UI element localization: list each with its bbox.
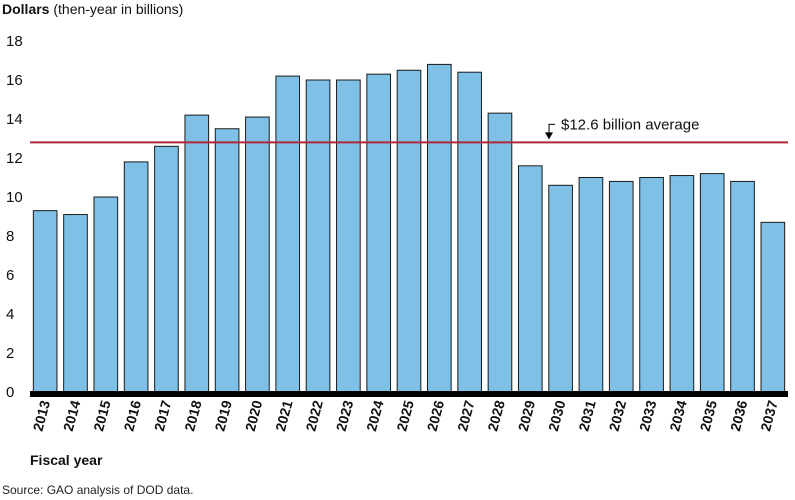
x-axis-title: Fiscal year — [30, 452, 103, 468]
x-axis-line — [30, 391, 788, 397]
x-tick-label: 2021 — [272, 398, 296, 432]
x-tick-label: 2014 — [60, 398, 84, 432]
bar — [669, 175, 695, 393]
bar — [305, 79, 331, 393]
bar — [487, 112, 513, 393]
x-tick-label: 2036 — [727, 398, 751, 432]
bar — [730, 180, 755, 393]
y-tick-label: 2 — [6, 345, 14, 362]
x-tick-label: 2031 — [575, 398, 599, 432]
bar — [366, 73, 392, 393]
bar — [336, 79, 361, 393]
x-tick-label: 2030 — [545, 398, 569, 432]
y-tick-label: 16 — [6, 72, 23, 89]
x-tick-label: 2027 — [454, 398, 478, 432]
bar — [699, 173, 725, 393]
x-tick-label: 2022 — [302, 398, 326, 432]
x-tick-label: 2017 — [151, 398, 175, 432]
bar — [517, 165, 543, 393]
y-tick-label: 12 — [6, 150, 23, 167]
bar — [154, 145, 179, 393]
bar — [123, 161, 149, 393]
x-tick-label: 2025 — [393, 398, 417, 432]
y-tick-label: 8 — [6, 228, 14, 245]
x-tick-label: 2026 — [424, 398, 448, 432]
x-tick-label: 2028 — [484, 398, 508, 432]
y-tick-label: 10 — [6, 189, 23, 206]
x-tick-label: 2023 — [333, 398, 357, 432]
y-axis-title: Dollars (then-year in billions) — [2, 1, 183, 17]
average-annotation-leader — [548, 123, 555, 133]
y-tick-label: 14 — [6, 111, 23, 128]
average-arrow-icon — [545, 132, 553, 140]
bar — [578, 177, 604, 393]
x-tick-label: 2029 — [515, 398, 539, 432]
bar — [457, 71, 482, 393]
source-note: Source: GAO analysis of DOD data. — [2, 483, 194, 497]
x-tick-label: 2019 — [211, 398, 235, 432]
x-tick-label: 2016 — [120, 398, 144, 432]
x-tick-label: 2015 — [90, 398, 114, 432]
x-tick-label: 2013 — [30, 398, 54, 432]
bar — [32, 210, 58, 393]
bar — [548, 184, 573, 393]
bar — [760, 221, 786, 393]
bar — [427, 63, 452, 393]
x-tick-label: 2018 — [181, 398, 205, 432]
x-tick-label: 2020 — [242, 398, 266, 432]
y-tick-label: 4 — [6, 306, 14, 323]
y-tick-label: 0 — [6, 384, 14, 401]
bar — [214, 128, 240, 393]
x-tick-label: 2035 — [697, 398, 721, 432]
bar — [93, 196, 119, 393]
bar — [245, 116, 270, 393]
x-tick-label: 2034 — [666, 398, 690, 432]
y-tick-label: 18 — [6, 33, 23, 50]
bar — [63, 214, 88, 393]
bar — [396, 69, 422, 393]
y-axis-title-units: (then-year in billions) — [53, 1, 184, 17]
bar — [275, 75, 301, 393]
x-tick-label: 2032 — [606, 398, 630, 432]
y-axis-title-bold: Dollars — [2, 1, 50, 17]
x-tick-label: 2037 — [757, 398, 781, 432]
x-tick-label: 2033 — [636, 398, 660, 432]
bar — [184, 114, 210, 393]
x-tick-label: 2024 — [363, 398, 387, 432]
bar — [639, 177, 664, 393]
average-annotation-label: $12.6 billion average — [561, 116, 699, 133]
y-tick-label: 6 — [6, 267, 14, 284]
bar — [608, 180, 634, 393]
